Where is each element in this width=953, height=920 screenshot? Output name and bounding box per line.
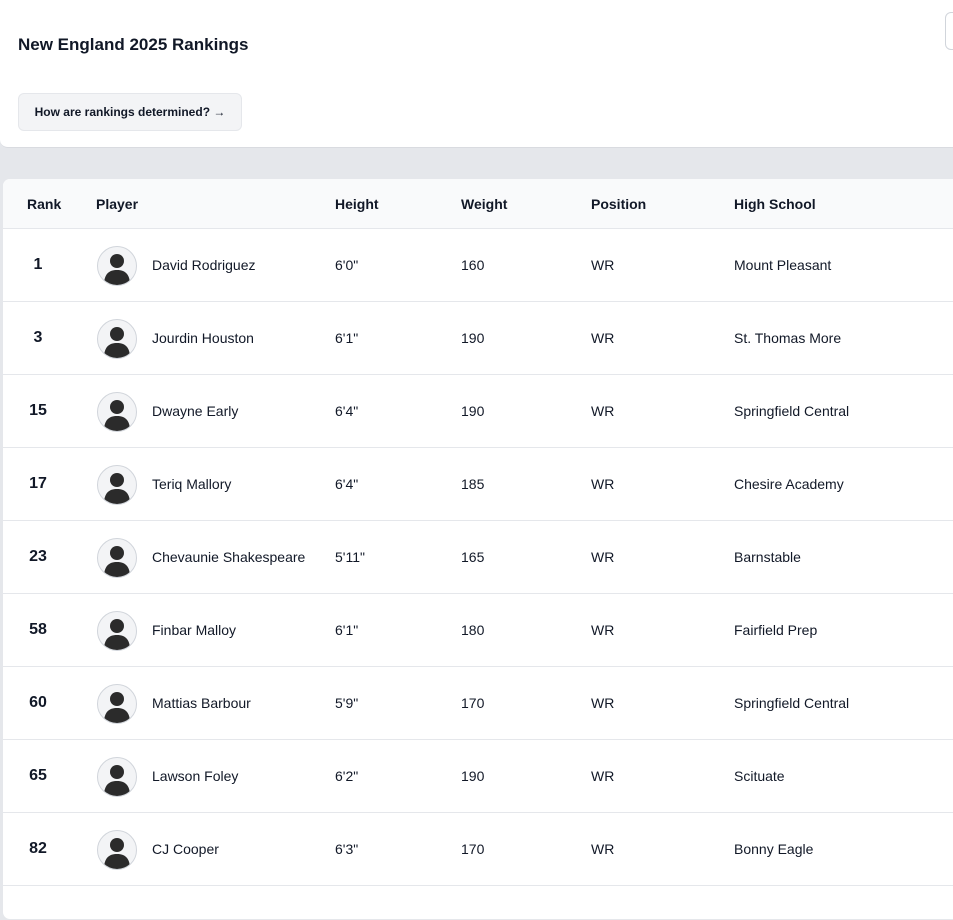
cell-6-3: 170: [461, 841, 485, 857]
rank: 3: [33, 329, 43, 346]
cell-6-4: WR: [591, 768, 615, 784]
cell-6-4: WR: [591, 549, 615, 565]
player-name: Teriq Mallory: [152, 476, 232, 492]
cell-6-4: WR: [591, 695, 615, 711]
player-avatar: [97, 319, 137, 359]
cell-6-4: WR: [591, 476, 615, 492]
cell-6-4: WR: [591, 841, 615, 857]
cell-6-2: 6'1": [335, 330, 359, 346]
cell-6-3: 190: [461, 768, 485, 784]
player-name: David Rodriguez: [152, 257, 256, 273]
player-avatar: [97, 830, 137, 870]
cell-6-5: Fairfield Prep: [734, 622, 818, 638]
player-name: Jourdin Houston: [152, 330, 254, 346]
table-row: 3 Jourdin Houston 6'1" 190 WR St. Thomas More: [3, 302, 953, 375]
table-row-partial: [3, 886, 953, 919]
cell-6-3: 190: [461, 403, 485, 419]
rankings-info-button[interactable]: How are rankings determined? →: [18, 93, 242, 131]
cell-6-5: Springfield Central: [734, 403, 850, 419]
player-avatar: [97, 392, 137, 432]
rank: 17: [29, 475, 47, 492]
player-avatar: [97, 611, 137, 651]
column-header: Position: [591, 196, 647, 212]
cell-6-5: Springfield Central: [734, 695, 850, 711]
player-name: Mattias Barbour: [152, 695, 251, 711]
player-avatar: [97, 757, 137, 797]
cell-6-2: 6'4": [335, 403, 359, 419]
cell-6-2: 6'3": [335, 841, 359, 857]
rankings-table: Rank Player Height Weight Position High Schoo…: [2, 178, 953, 920]
column-header: High School: [734, 196, 816, 212]
table-row: 82 CJ Cooper 6'3" 170 WR Bonny Eagle: [3, 813, 953, 886]
rank: 82: [29, 840, 47, 857]
header-card: New England 2025 Rankings How are rankin…: [0, 0, 953, 148]
rank: 15: [29, 402, 47, 419]
cell-6-3: 190: [461, 330, 485, 346]
rank: 60: [29, 694, 47, 711]
cell-6-3: 170: [461, 695, 485, 711]
cell-6-5: Chesire Academy: [734, 476, 844, 492]
cell-6-5: Bonny Eagle: [734, 841, 814, 857]
table-row: 23 Chevaunie Shakespeare 5'11" 165 WR Barnsta…: [3, 521, 953, 594]
table-row: 60 Mattias Barbour 5'9" 170 WR Springfield Ce…: [3, 667, 953, 740]
table-row: 17 Teriq Mallory 6'4" 185 WR Chesire Academy: [3, 448, 953, 521]
cell-6-2: 6'1": [335, 622, 359, 638]
column-header: Weight: [461, 196, 508, 212]
cell-6-3: 165: [461, 549, 485, 565]
table-row: 15 Dwayne Early 6'4" 190 WR Springfield Centr…: [3, 375, 953, 448]
corner-button[interactable]: [945, 12, 953, 50]
cell-6-4: WR: [591, 257, 615, 273]
cell-6-3: 185: [461, 476, 485, 492]
cell-6-4: WR: [591, 330, 615, 346]
rank: 65: [29, 767, 47, 784]
cell-6-5: Barnstable: [734, 549, 801, 565]
table-row: 58 Finbar Malloy 6'1" 180 WR Fairfield Prep: [3, 594, 953, 667]
cell-6-3: 160: [461, 257, 485, 273]
cell-6-4: WR: [591, 622, 615, 638]
cell-6-5: Scituate: [734, 768, 785, 784]
cell-6-2: 5'9": [335, 695, 359, 711]
rank: 58: [29, 621, 47, 638]
cell-6-5: Mount Pleasant: [734, 257, 832, 273]
cell-6-5: St. Thomas More: [734, 330, 842, 346]
column-header: Rank: [27, 196, 62, 212]
rank: 1: [33, 256, 43, 273]
cell-6-2: 6'4": [335, 476, 359, 492]
cell-6-2: 5'11": [335, 549, 365, 565]
cell-6-2: 6'2": [335, 768, 359, 784]
table-row: 65 Lawson Foley 6'2" 190 WR Scituate: [3, 740, 953, 813]
cell-6-4: WR: [591, 403, 615, 419]
player-name: Dwayne Early: [152, 403, 239, 419]
player-avatar: [97, 465, 137, 505]
table-header: Rank Player Height Weight Position High Schoo…: [3, 179, 953, 229]
table-row: 1 David Rodriguez 6'0" 160 WR Mount Pleasant: [3, 229, 953, 302]
cell-6-2: 6'0": [335, 257, 359, 273]
player-name: Finbar Malloy: [152, 622, 237, 638]
player-avatar: [97, 246, 137, 286]
player-avatar: [97, 538, 137, 578]
cell-6-3: 180: [461, 622, 485, 638]
player-avatar: [97, 684, 137, 724]
page-title: New England 2025 Rankings: [18, 35, 249, 54]
rank: 23: [29, 548, 47, 565]
column-header: Height: [335, 196, 379, 212]
player-name: CJ Cooper: [152, 841, 219, 857]
player-name: Chevaunie Shakespeare: [152, 549, 306, 565]
player-name: Lawson Foley: [152, 768, 239, 784]
column-header: Player: [96, 196, 139, 212]
